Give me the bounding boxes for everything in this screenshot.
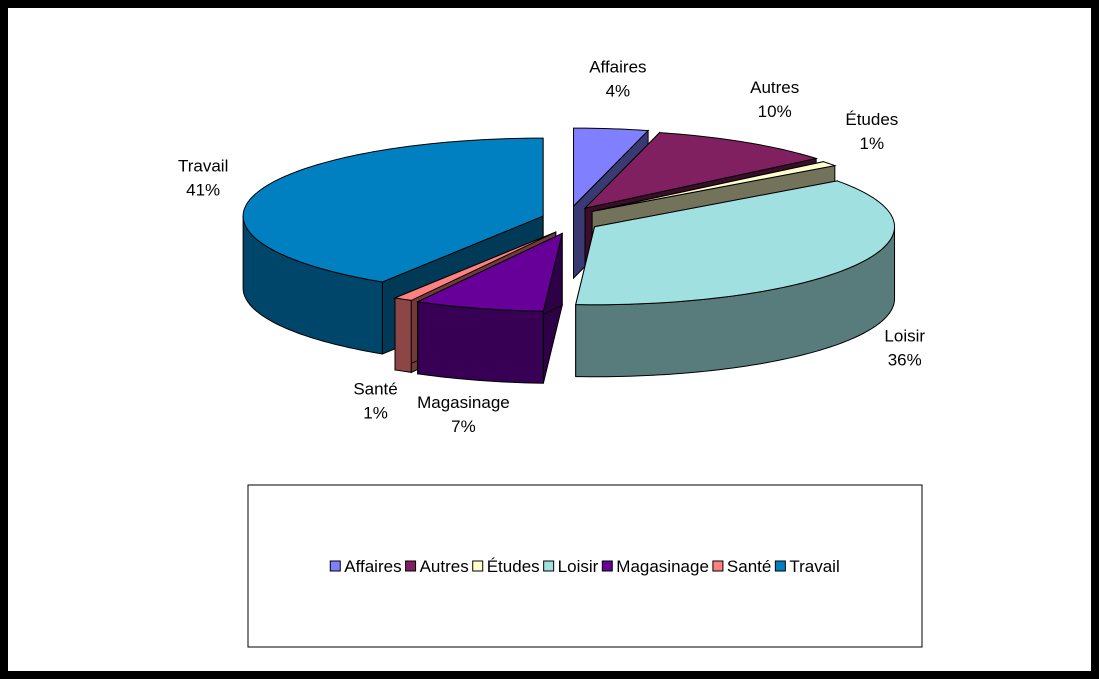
legend-item: Affaires [329, 557, 402, 576]
slice [415, 232, 563, 384]
data-label: 36% [888, 351, 922, 370]
data-label: 10% [758, 102, 792, 121]
legend-label: Études [487, 557, 540, 576]
slice [393, 231, 556, 301]
legend-item: Santé [712, 557, 771, 576]
legend-swatch [329, 560, 341, 572]
slice [415, 232, 563, 312]
slice-side [417, 301, 544, 384]
data-label-name: Études [845, 110, 898, 129]
data-label-name: Magasinage [417, 393, 510, 412]
legend-item: Loisir [543, 557, 599, 576]
data-label: 41% [186, 180, 220, 199]
data-label-name: Travail [178, 156, 228, 175]
legend-swatch [712, 560, 724, 572]
data-label: 1% [363, 403, 388, 422]
slice [583, 132, 819, 210]
legend-item: Travail [774, 557, 840, 576]
legend-label: Travail [789, 557, 839, 576]
slice-side [394, 297, 412, 373]
legend-swatch [601, 560, 613, 572]
data-label-name: Autres [750, 78, 799, 97]
data-label-name: Loisir [884, 327, 925, 346]
data-label: 4% [606, 81, 631, 100]
legend-swatch [774, 560, 786, 572]
legend-label: Santé [727, 557, 771, 576]
legend-swatch [405, 560, 417, 572]
data-label-name: Affaires [589, 57, 646, 76]
legend-swatch [543, 560, 555, 572]
slice [592, 161, 837, 212]
slice [575, 180, 896, 378]
slice [242, 137, 544, 283]
legend-label: Autres [420, 557, 469, 576]
legend-item: Autres [405, 557, 469, 576]
legend-label: Affaires [344, 557, 401, 576]
legend-item: Études [472, 557, 540, 576]
slice [575, 180, 896, 306]
legend-label: Magasinage [616, 557, 709, 576]
data-label-name: Santé [353, 379, 397, 398]
legend-item: Magasinage [601, 557, 709, 576]
legend-label: Loisir [558, 557, 599, 576]
data-label: 7% [451, 417, 476, 436]
slice [573, 127, 650, 208]
legend-swatch [472, 560, 484, 572]
data-label: 1% [860, 134, 885, 153]
legend-box [247, 484, 923, 648]
